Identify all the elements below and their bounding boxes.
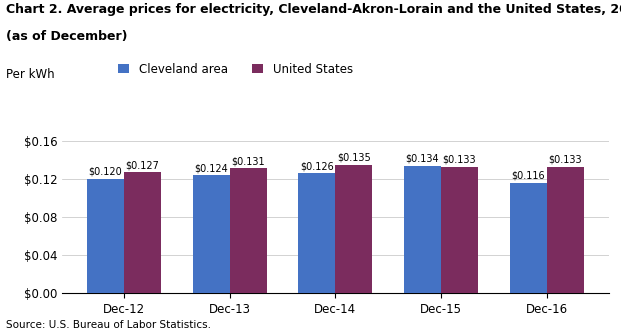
Bar <box>87 179 124 293</box>
Text: $0.131: $0.131 <box>232 157 265 166</box>
Legend: Cleveland area, United States: Cleveland area, United States <box>118 63 353 76</box>
Text: $0.127: $0.127 <box>125 160 160 170</box>
Text: $0.134: $0.134 <box>406 154 439 164</box>
Bar <box>230 168 266 293</box>
Bar <box>193 175 230 293</box>
Text: (as of December): (as of December) <box>6 30 128 43</box>
Bar <box>124 172 161 293</box>
Bar <box>546 166 584 293</box>
Bar <box>441 166 478 293</box>
Text: $0.133: $0.133 <box>548 155 582 165</box>
Text: $0.135: $0.135 <box>337 153 371 163</box>
Text: $0.133: $0.133 <box>443 155 476 165</box>
Text: Source: U.S. Bureau of Labor Statistics.: Source: U.S. Bureau of Labor Statistics. <box>6 320 211 330</box>
Text: $0.120: $0.120 <box>89 167 122 177</box>
Text: $0.126: $0.126 <box>300 161 333 171</box>
Text: $0.124: $0.124 <box>194 163 228 173</box>
Bar <box>335 165 373 293</box>
Bar <box>404 166 441 293</box>
Bar <box>510 183 546 293</box>
Text: Chart 2. Average prices for electricity, Cleveland-Akron-Lorain and the United S: Chart 2. Average prices for electricity,… <box>6 3 621 16</box>
Bar <box>298 173 335 293</box>
Text: Per kWh: Per kWh <box>6 68 55 81</box>
Text: $0.116: $0.116 <box>512 171 545 181</box>
